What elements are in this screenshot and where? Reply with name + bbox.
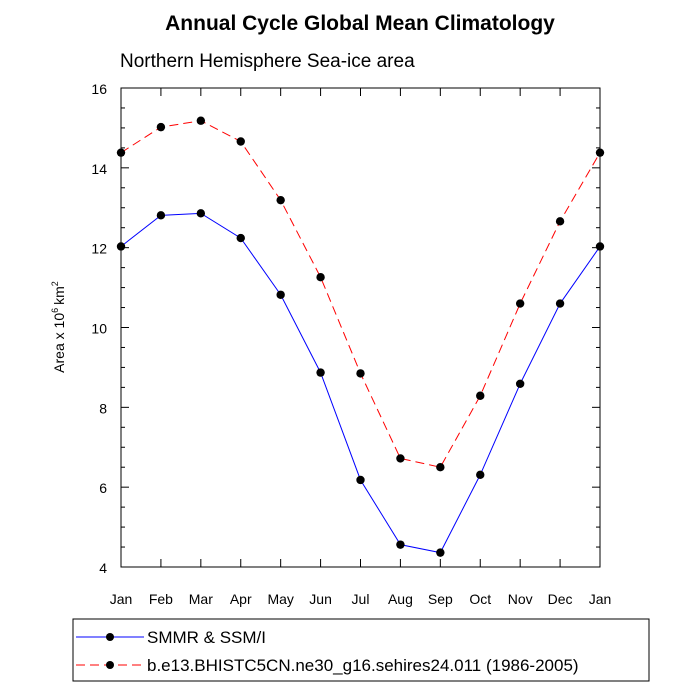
data-point-series-1 (316, 273, 325, 282)
data-point-series-1 (236, 137, 245, 146)
x-tick-label: Jul (352, 591, 370, 607)
y-tick-label: 4 (99, 560, 107, 576)
y-tick-label: 16 (91, 81, 107, 97)
legend-label-model: b.e13.BHISTC5CN.ne30_g16.sehires24.011 (… (147, 656, 579, 675)
y-axis-label-unit: km (51, 286, 67, 305)
data-point-series-1 (156, 122, 166, 132)
data-point-series-1 (515, 299, 525, 308)
y-tick-label: 6 (99, 480, 107, 496)
data-point-series-0 (436, 548, 445, 557)
y-axis-label-unit-exponent: 2 (50, 281, 60, 286)
chart-title: Annual Cycle Global Mean Climatology (165, 12, 555, 35)
x-tick-label: Sep (428, 591, 453, 607)
x-tick-label: Jan (110, 591, 133, 607)
legend: SMMR & SSM/I b.e13.BHISTC5CN.ne30_g16.se… (72, 618, 650, 682)
data-point-series-0 (116, 242, 126, 251)
data-point-series-1 (196, 116, 206, 125)
data-point-series-0 (555, 299, 565, 308)
series-line-1 (120, 120, 601, 468)
x-tick-label: Feb (149, 591, 173, 607)
data-point-series-1 (396, 454, 405, 463)
data-point-series-0 (196, 209, 206, 218)
y-axis-ticks: 4 6 8 10 12 14 16 (91, 81, 600, 576)
chart-subtitle: Northern Hemisphere Sea-ice area (120, 51, 415, 72)
x-tick-label: Oct (469, 591, 491, 607)
data-point-series-0 (595, 242, 605, 251)
data-point-series-1 (116, 148, 126, 157)
data-point-series-0 (476, 470, 485, 479)
legend-marker-model (106, 661, 114, 669)
data-point-series-1 (555, 217, 565, 226)
legend-marker-smmr (106, 633, 114, 641)
x-tick-label: Apr (230, 591, 252, 607)
y-tick-label: 14 (91, 161, 107, 177)
x-tick-label: Mar (189, 591, 213, 607)
y-tick-label: 10 (91, 321, 107, 337)
x-tick-label: May (267, 591, 293, 607)
x-tick-label: Jan (589, 591, 612, 607)
data-point-series-1 (436, 463, 445, 472)
data-point-series-0 (156, 211, 166, 220)
data-point-series-0 (356, 475, 365, 485)
series-line-0 (120, 212, 601, 554)
data-point-series-0 (316, 368, 325, 377)
x-tick-label: Dec (548, 591, 573, 607)
y-tick-label: 8 (99, 400, 107, 416)
data-point-series-0 (276, 290, 285, 299)
data-point-series-0 (515, 379, 525, 388)
data-point-series-0 (396, 540, 405, 549)
data-point-series-1 (276, 195, 285, 205)
y-axis-label-exponent: 6 (50, 308, 60, 313)
legend-box (72, 618, 650, 682)
legend-label-smmr: SMMR & SSM/I (147, 628, 266, 647)
series-layer (116, 116, 605, 557)
x-axis-ticks: Jan Feb Mar Apr May Jun Jul Aug Sep Oct Nov Dec Jan (110, 88, 612, 607)
data-point-series-1 (356, 369, 365, 378)
plot-frame (120, 87, 601, 568)
y-tick-label: 12 (91, 241, 107, 257)
x-tick-label: Nov (508, 591, 533, 607)
data-point-series-1 (476, 391, 485, 400)
data-point-series-1 (595, 148, 605, 157)
y-axis-label: Area x 106 km2 (50, 281, 67, 373)
x-tick-label: Aug (388, 591, 413, 607)
data-point-series-0 (236, 233, 245, 243)
y-axis-label-main: Area x 10 (51, 313, 67, 373)
x-tick-label: Jun (309, 591, 332, 607)
